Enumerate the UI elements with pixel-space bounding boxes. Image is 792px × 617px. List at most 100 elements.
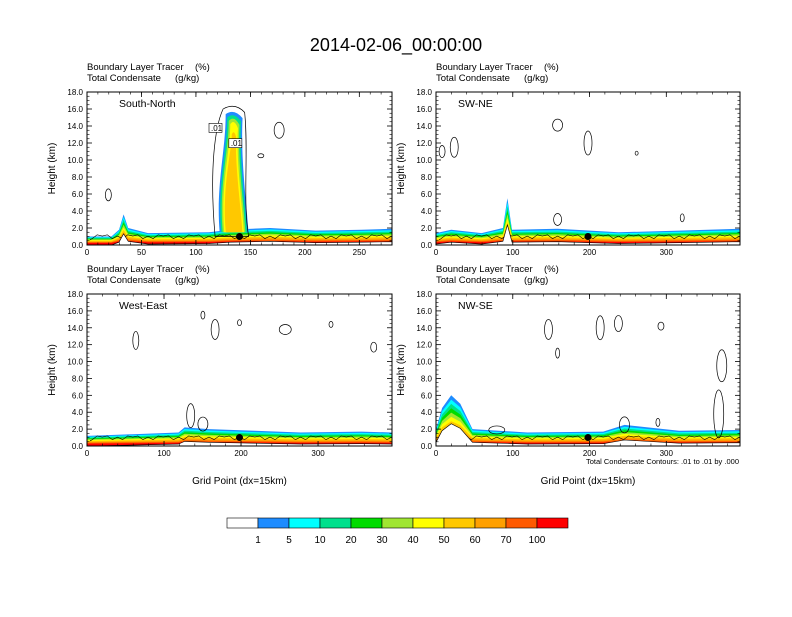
- plot-area: [436, 118, 740, 245]
- x-tick-label: 250: [353, 248, 367, 257]
- x-tick-label: 50: [137, 248, 146, 257]
- colorbar: 1 5 10 20 30 40 50 60 70 100: [226, 517, 569, 546]
- condensate-contour: [328, 321, 334, 328]
- y-tick-label: 16.0: [416, 105, 432, 114]
- y-tick-label: 10.0: [416, 358, 432, 367]
- x-tick-label: 200: [583, 449, 597, 458]
- y-tick-label: 2.0: [421, 425, 433, 434]
- x-tick-label: 150: [244, 248, 258, 257]
- condensate-contour: [132, 331, 140, 350]
- condensate-contour: [438, 145, 446, 158]
- condensate-contour: [713, 389, 725, 439]
- y-tick-label: 14.0: [416, 324, 432, 333]
- colorbar-label: 1: [255, 535, 261, 546]
- condensate-contour: [553, 213, 562, 226]
- y-tick-label: 0.0: [72, 241, 84, 250]
- contour-note: Total Condensate Contours: .01 to .01 by…: [586, 457, 739, 466]
- y-tick-label: 14.0: [67, 324, 83, 333]
- panel-header-tracer-unit: (%): [195, 62, 210, 73]
- condensate-contour: [104, 188, 112, 202]
- colorbar-swatch: [288, 517, 321, 529]
- condensate-contour: [552, 118, 563, 132]
- y-tick-label: 16.0: [67, 105, 83, 114]
- y-tick-label: 12.0: [67, 139, 83, 148]
- terrain: [87, 441, 392, 446]
- y-tick-label: 0.0: [421, 442, 433, 451]
- location-marker: [236, 233, 243, 240]
- x-tick-label: 200: [234, 449, 248, 458]
- figure-title: 2014-02-06_00:00:00: [310, 35, 482, 56]
- condensate-contour: [544, 319, 553, 340]
- contour-label: .01: [231, 139, 243, 148]
- y-tick-label: 2.0: [72, 425, 84, 434]
- y-tick-label: 6.0: [72, 190, 84, 199]
- y-tick-label: 18.0: [416, 290, 432, 299]
- panel-label: West-East: [119, 300, 167, 312]
- y-tick-label: 4.0: [72, 207, 84, 216]
- y-axis-label: Height (km): [396, 344, 407, 396]
- y-tick-label: 4.0: [72, 408, 84, 417]
- y-tick-label: 14.0: [416, 122, 432, 131]
- condensate-contour: [657, 321, 665, 331]
- condensate-contour: [583, 130, 593, 156]
- x-tick-label: 0: [434, 248, 439, 257]
- terrain: [436, 423, 740, 446]
- panel-header-tracer-unit: (%): [544, 264, 559, 275]
- y-tick-label: 0.0: [72, 442, 84, 451]
- panel-south-north: .01 .01 0.0 2.0 4.0 6.0 8.0 10.0 12.0 14.0 16.0 18.…: [47, 62, 393, 257]
- y-tick-label: 6.0: [421, 391, 433, 400]
- y-tick-label: 8.0: [72, 374, 84, 383]
- contour-label-box: [208, 123, 223, 133]
- condensate-contour: [619, 416, 630, 434]
- colorbar-label: 20: [345, 535, 357, 546]
- y-tick-label: 14.0: [67, 122, 83, 131]
- colorbar-swatch: [505, 517, 538, 529]
- y-tick-label: 16.0: [416, 307, 432, 316]
- contour-label: .01: [211, 124, 223, 133]
- y-tick-label: 2.0: [421, 224, 433, 233]
- condensate-contour-plume: [212, 105, 250, 237]
- panel-header-tracer-unit: (%): [544, 62, 559, 73]
- x-axis-label: Grid Point (dx=15km): [192, 476, 287, 487]
- x-tick-label: 100: [506, 248, 520, 257]
- x-tick-label: 100: [189, 248, 203, 257]
- condensate-contour: [200, 310, 206, 320]
- x-axis-label: Grid Point (dx=15km): [541, 476, 636, 487]
- panel-label: SW-NE: [458, 98, 493, 110]
- panel-header-condensate-unit: (g/kg): [175, 275, 199, 286]
- colorbar-label: 10: [314, 535, 326, 546]
- condensate-contour: [634, 150, 639, 156]
- colorbar-swatch: [443, 517, 476, 529]
- y-tick-label: 16.0: [67, 307, 83, 316]
- x-tick-label: 100: [157, 449, 171, 458]
- y-tick-label: 2.0: [72, 224, 84, 233]
- panel-sw-ne: 0.0 2.0 4.0 6.0 8.0 10.0 12.0 14.0 16.0 18.0 0 100 2…: [396, 62, 741, 257]
- y-tick-label: 18.0: [67, 88, 83, 97]
- colorbar-swatch: [257, 517, 290, 529]
- condensate-contour: [679, 213, 685, 223]
- plot-area: [436, 315, 740, 446]
- panel-header-tracer: Boundary Layer Tracer: [87, 62, 184, 73]
- y-axis-label: Height (km): [396, 143, 407, 195]
- panel-header-tracer: Boundary Layer Tracer: [436, 62, 533, 73]
- y-tick-label: 8.0: [421, 173, 433, 182]
- x-tick-label: 0: [434, 449, 439, 458]
- y-tick-label: 12.0: [67, 341, 83, 350]
- condensate-contour: [716, 349, 728, 383]
- y-tick-label: 6.0: [72, 391, 84, 400]
- x-tick-label: 0: [85, 248, 90, 257]
- colorbar-swatch: [226, 517, 259, 529]
- plot-frame: [86, 293, 393, 447]
- x-tick-label: 300: [311, 449, 325, 458]
- colorbar-label: 30: [376, 535, 388, 546]
- colorbar-swatch: [319, 517, 352, 529]
- colorbar-label: 70: [500, 535, 512, 546]
- panel-header-condensate-unit: (g/kg): [175, 73, 199, 84]
- y-tick-label: 18.0: [416, 88, 432, 97]
- panel-header-condensate: Total Condensate: [436, 275, 510, 286]
- terrain: [436, 223, 740, 245]
- plot-area: [87, 310, 392, 446]
- plume-band-5: [224, 132, 243, 233]
